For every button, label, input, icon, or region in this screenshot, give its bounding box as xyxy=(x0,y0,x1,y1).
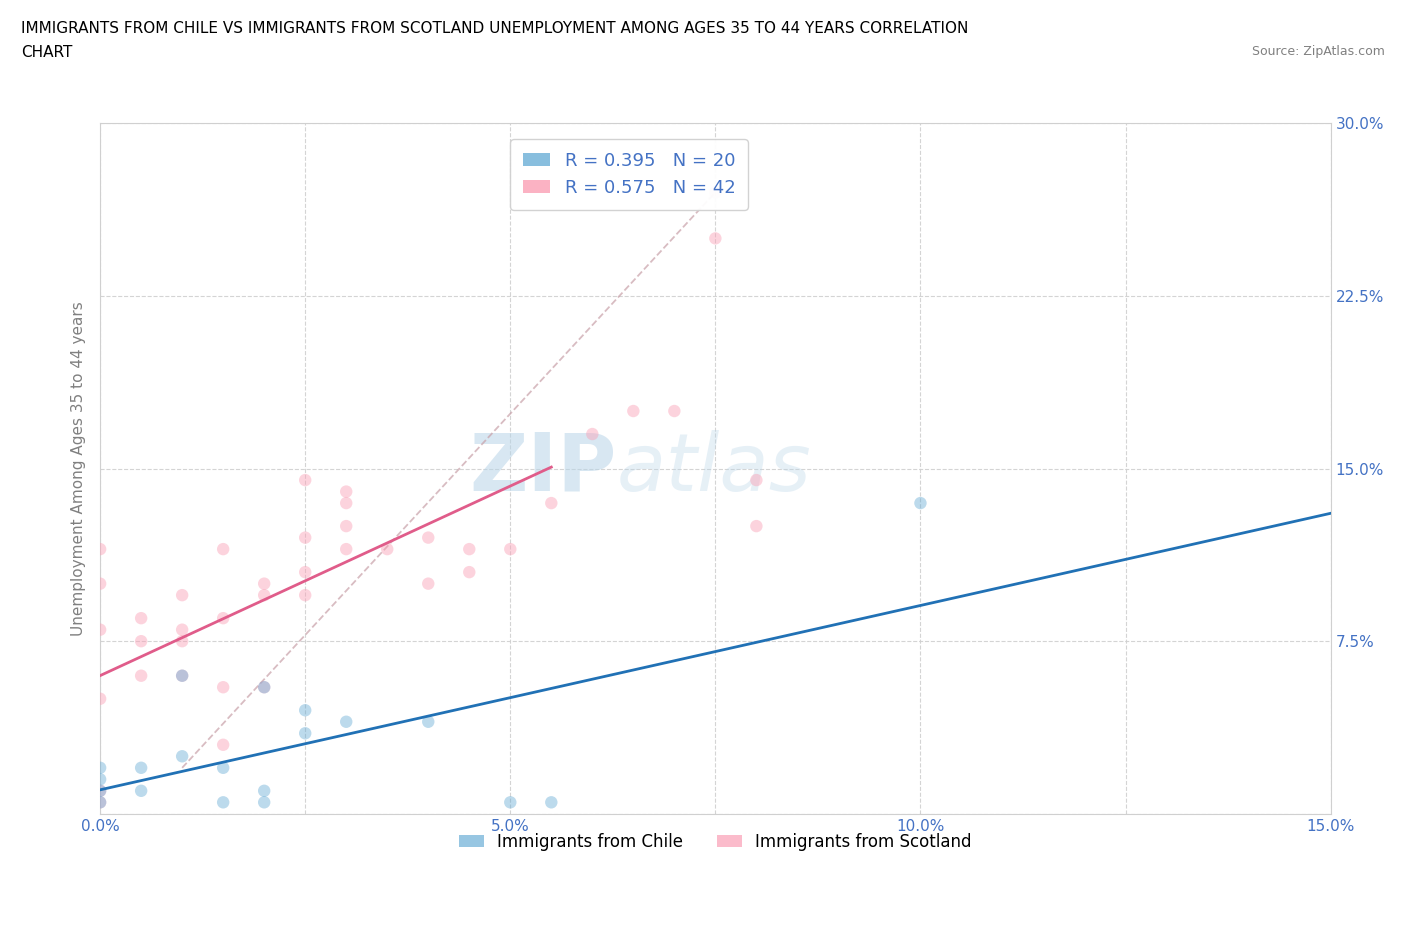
Point xyxy=(294,703,316,718)
Point xyxy=(704,185,727,200)
Point xyxy=(172,669,194,684)
Point xyxy=(418,530,440,545)
Point xyxy=(89,761,111,776)
Point xyxy=(418,714,440,729)
Point xyxy=(89,795,111,810)
Legend: Immigrants from Chile, Immigrants from Scotland: Immigrants from Chile, Immigrants from S… xyxy=(453,826,979,857)
Point xyxy=(418,577,440,591)
Point xyxy=(253,680,276,695)
Point xyxy=(375,541,398,556)
Point xyxy=(212,680,235,695)
Point xyxy=(89,622,111,637)
Point xyxy=(335,496,357,511)
Point xyxy=(212,541,235,556)
Point xyxy=(172,749,194,764)
Point xyxy=(89,772,111,787)
Point xyxy=(499,795,522,810)
Point xyxy=(253,680,276,695)
Point xyxy=(581,427,603,442)
Point xyxy=(89,577,111,591)
Text: IMMIGRANTS FROM CHILE VS IMMIGRANTS FROM SCOTLAND UNEMPLOYMENT AMONG AGES 35 TO : IMMIGRANTS FROM CHILE VS IMMIGRANTS FROM… xyxy=(21,21,969,36)
Point xyxy=(253,588,276,603)
Text: ZIP: ZIP xyxy=(470,430,617,508)
Point xyxy=(129,669,152,684)
Point xyxy=(212,795,235,810)
Point xyxy=(458,541,481,556)
Point xyxy=(294,565,316,579)
Point xyxy=(294,472,316,487)
Point xyxy=(172,633,194,648)
Text: atlas: atlas xyxy=(617,430,811,508)
Point xyxy=(664,404,686,418)
Point xyxy=(212,611,235,626)
Point xyxy=(335,519,357,534)
Point xyxy=(89,795,111,810)
Point xyxy=(129,761,152,776)
Point xyxy=(129,611,152,626)
Point xyxy=(458,565,481,579)
Point xyxy=(253,783,276,798)
Point xyxy=(335,485,357,499)
Point xyxy=(172,622,194,637)
Text: Source: ZipAtlas.com: Source: ZipAtlas.com xyxy=(1251,45,1385,58)
Point xyxy=(335,714,357,729)
Point xyxy=(172,588,194,603)
Point xyxy=(621,404,644,418)
Point xyxy=(704,231,727,246)
Point xyxy=(89,541,111,556)
Point xyxy=(294,588,316,603)
Point xyxy=(499,541,522,556)
Point xyxy=(89,783,111,798)
Point xyxy=(129,633,152,648)
Point xyxy=(745,472,768,487)
Point xyxy=(172,669,194,684)
Text: CHART: CHART xyxy=(21,45,73,60)
Point xyxy=(294,530,316,545)
Point xyxy=(89,691,111,706)
Y-axis label: Unemployment Among Ages 35 to 44 years: Unemployment Among Ages 35 to 44 years xyxy=(72,301,86,636)
Point xyxy=(540,795,562,810)
Point xyxy=(540,496,562,511)
Point xyxy=(89,783,111,798)
Point xyxy=(910,496,932,511)
Point xyxy=(253,795,276,810)
Point xyxy=(745,519,768,534)
Point xyxy=(129,783,152,798)
Point xyxy=(253,577,276,591)
Point xyxy=(294,725,316,740)
Point xyxy=(335,541,357,556)
Point xyxy=(212,761,235,776)
Point xyxy=(212,737,235,752)
